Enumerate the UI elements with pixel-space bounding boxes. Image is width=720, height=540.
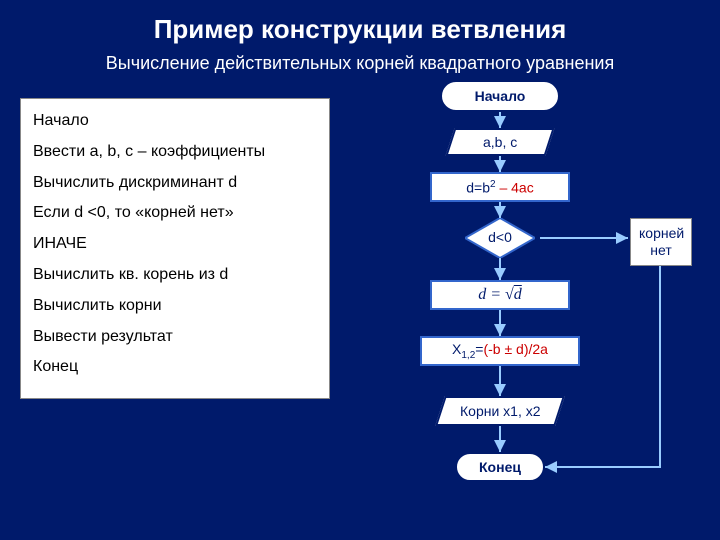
node-noroots-label: корнейнет [639, 225, 684, 258]
node-output: Корни x1, x2 [435, 396, 565, 426]
page-subtitle: Вычисление действительных корней квадрат… [0, 53, 720, 74]
step-else: ИНАЧЕ [33, 232, 317, 257]
node-condition: d<0 [465, 218, 535, 258]
node-discriminant-label: d=b2 – 4ac [466, 179, 533, 196]
node-condition-label: d<0 [465, 229, 535, 245]
step-roots: Вычислить корни [33, 294, 317, 319]
flowchart: Начало a,b, c d=b2 – 4ac d<0 d = √d X1,2… [340, 80, 710, 540]
step-input: Ввести a, b, c – коэффициенты [33, 140, 317, 165]
step-if: Если d <0, то «корней нет» [33, 201, 317, 226]
node-roots-label: X1,2=(-b ± d)/2a [452, 341, 548, 361]
step-start: Начало [33, 109, 317, 134]
step-discriminant: Вычислить дискриминант d [33, 171, 317, 196]
node-noroots: корнейнет [630, 218, 692, 266]
step-sqrt: Вычислить кв. корень из d [33, 263, 317, 288]
node-end-label: Конец [479, 459, 521, 475]
node-input-label: a,b, c [483, 134, 517, 150]
node-start: Начало [440, 80, 560, 112]
node-end: Конец [455, 452, 545, 482]
node-output-label: Корни x1, x2 [460, 403, 541, 419]
node-input: a,b, c [445, 128, 554, 156]
node-discriminant: d=b2 – 4ac [430, 172, 570, 202]
step-end: Конец [33, 355, 317, 380]
node-sqrt: d = √d [430, 280, 570, 310]
node-start-label: Начало [475, 88, 526, 104]
node-roots: X1,2=(-b ± d)/2a [420, 336, 580, 366]
step-output: Вывести результат [33, 325, 317, 350]
page-title: Пример конструкции ветвления [0, 0, 720, 45]
algorithm-text-panel: Начало Ввести a, b, c – коэффициенты Выч… [20, 98, 330, 399]
node-sqrt-label: d = √d [478, 286, 522, 304]
